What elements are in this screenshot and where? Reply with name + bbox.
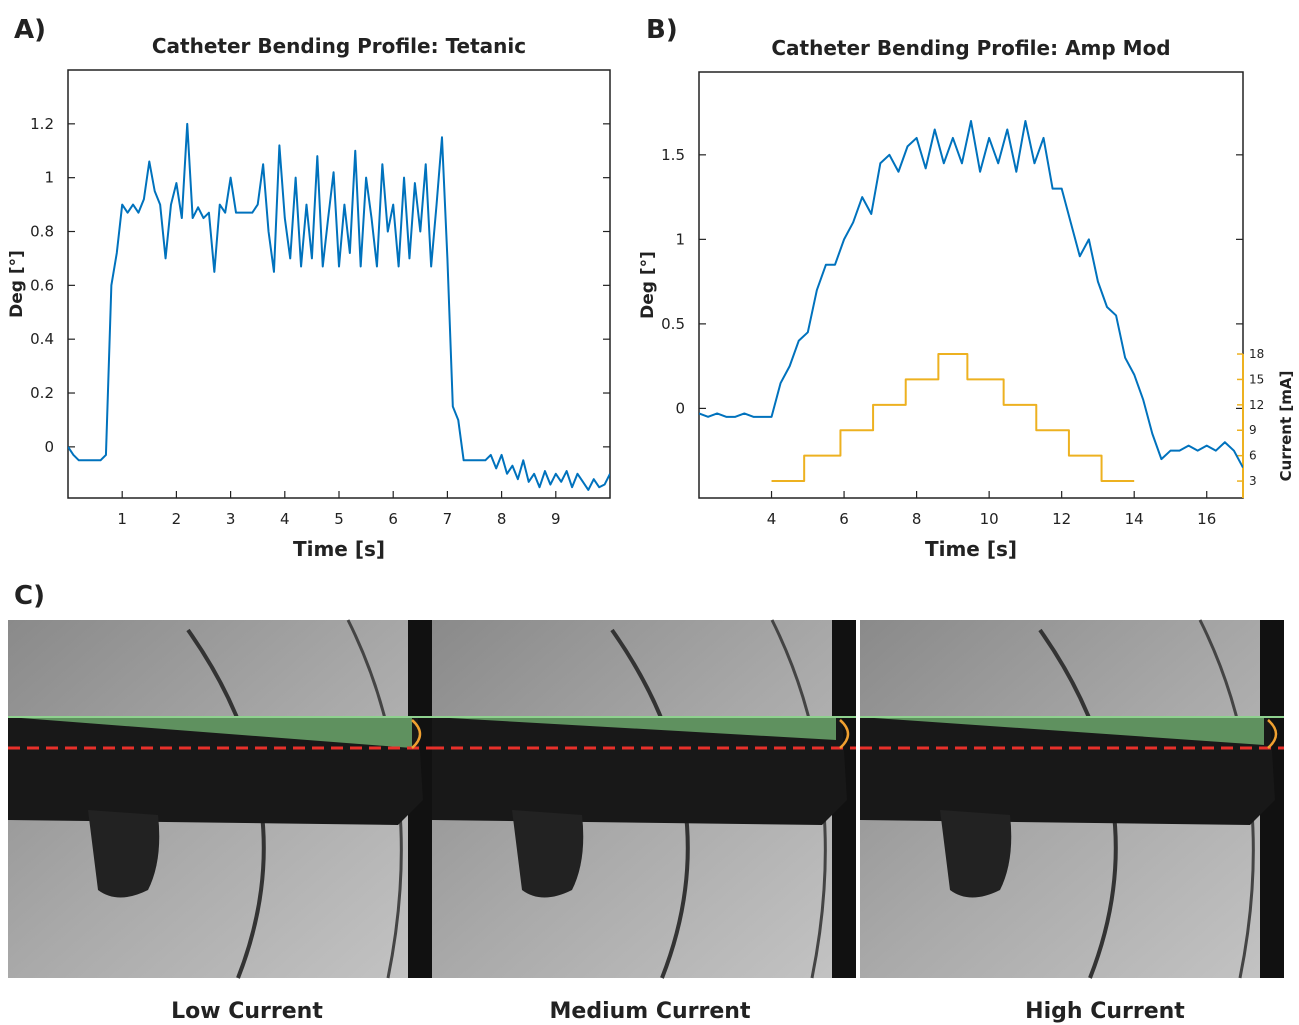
x-tick-label: 6 <box>839 510 849 528</box>
plot-box <box>67 69 611 499</box>
y-tick-label: 0.2 <box>30 384 54 402</box>
x-tick-label: 3 <box>226 510 236 528</box>
y-tick-label: 1 <box>675 230 685 248</box>
x-axis-label: Time [s] <box>925 537 1017 561</box>
panel-label: C) <box>14 581 45 611</box>
x-tick-label: 2 <box>172 510 182 528</box>
chart-title: Catheter Bending Profile: Tetanic <box>152 34 526 58</box>
y-axis-label: Deg [°] <box>638 251 658 319</box>
x-tick-label: 6 <box>388 510 398 528</box>
data-line <box>771 353 1135 483</box>
photo-caption: Medium Current <box>550 999 751 1024</box>
x-tick-label: 10 <box>980 510 999 528</box>
y-tick-label: 1 <box>44 169 54 187</box>
y-tick-label: 1.5 <box>661 146 685 164</box>
photo-caption: High Current <box>1025 999 1185 1024</box>
photo <box>6 618 434 980</box>
y2-axis-label: Current [mA] <box>1277 371 1295 482</box>
y-tick-label: 0.5 <box>661 315 685 333</box>
photo-caption: Low Current <box>171 999 323 1024</box>
x-tick-label: 1 <box>117 510 127 528</box>
x-tick-label: 4 <box>280 510 290 528</box>
y-tick-label: 0.6 <box>30 276 54 294</box>
y2-tick-label: 15 <box>1249 372 1264 386</box>
x-tick-label: 8 <box>912 510 922 528</box>
y-tick-label: 0 <box>675 399 685 417</box>
x-tick-label: 9 <box>551 510 561 528</box>
x-tick-label: 16 <box>1197 510 1216 528</box>
x-tick-label: 14 <box>1125 510 1144 528</box>
y-axis-label: Deg [°] <box>7 250 27 318</box>
data-line <box>699 120 1243 469</box>
x-tick-label: 4 <box>767 510 777 528</box>
x-tick-label: 12 <box>1052 510 1071 528</box>
panel-label: B) <box>646 15 678 45</box>
y-tick-label: 0.8 <box>30 223 54 241</box>
panel-label: A) <box>14 15 46 45</box>
x-tick-label: 8 <box>497 510 507 528</box>
y2-tick-label: 12 <box>1249 398 1264 412</box>
x-axis-label: Time [s] <box>293 537 385 561</box>
y2-tick-label: 18 <box>1249 347 1264 361</box>
chart-title: Catheter Bending Profile: Amp Mod <box>771 36 1170 60</box>
plot-box <box>698 71 1244 499</box>
data-line <box>68 122 610 491</box>
y2-tick-label: 6 <box>1249 449 1257 463</box>
photo <box>430 618 858 980</box>
y-tick-label: 0 <box>44 438 54 456</box>
y2-tick-label: 9 <box>1249 423 1257 437</box>
y-tick-label: 1.2 <box>30 115 54 133</box>
y-tick-label: 0.4 <box>30 330 54 348</box>
x-tick-label: 5 <box>334 510 344 528</box>
y2-tick-label: 3 <box>1249 474 1257 488</box>
photo <box>858 618 1286 980</box>
x-tick-label: 7 <box>443 510 453 528</box>
